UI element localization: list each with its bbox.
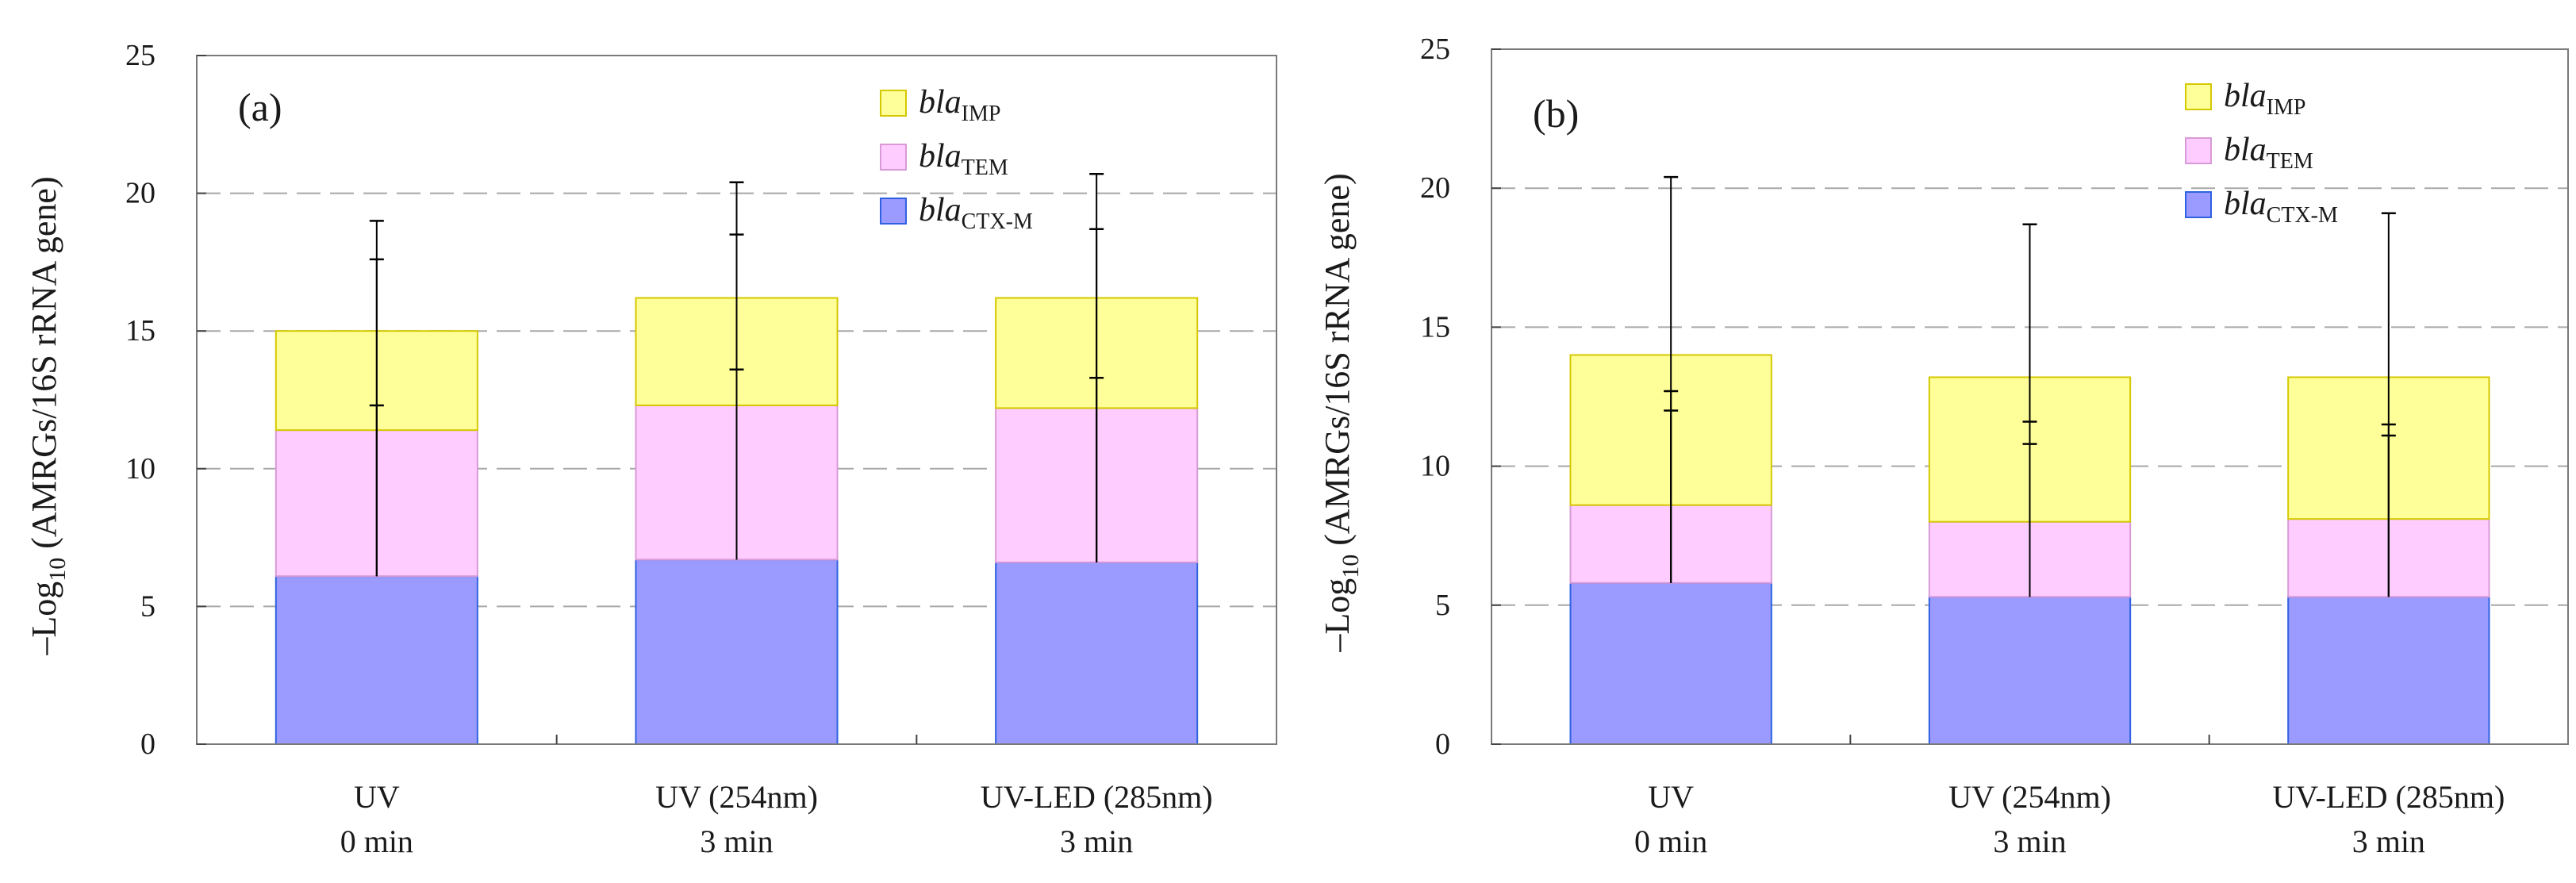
legend-label-tem: blaTEM [919,138,1008,180]
y-tick-label: 10 [125,452,155,486]
y-tick-label: 5 [1435,589,1450,622]
legend-label-imp: blaIMP [919,84,1000,126]
legend-label-ctx-m: blaCTX-M [919,192,1033,234]
x-category-label: UV [1648,779,1694,815]
panel-a: 0 5 10 15 20 25 UV 0 min UV (254nm) 3 min UV-LED (… [25,39,1277,859]
y-tick-label: 15 [1420,310,1450,344]
x-category-label: 3 min [2352,823,2425,859]
bar-ctx-m-2 [1928,596,2132,746]
y-tick-label: 25 [125,39,155,72]
legend-swatch-ctx-m [880,198,907,225]
x-category-label: 3 min [700,823,773,859]
x-category-label: 0 min [340,823,413,859]
bar-ctx-m-3 [995,561,1199,746]
y-tick-label: 0 [140,728,155,761]
bar-ctx-m-1 [1569,582,1772,745]
legend-swatch-imp [880,90,907,117]
x-category-label: UV-LED (285nm) [981,779,1213,815]
legend-swatch-tem [880,144,907,171]
x-category-label: 0 min [1634,823,1707,859]
y-tick-label: 10 [1420,450,1450,483]
legend-swatch-imp [2185,83,2212,110]
bar-ctx-m-2 [635,559,839,745]
y-axis-title: –Log10 (AMRGs/16S rRNA gene) [1318,173,1364,652]
legend-label-imp: blaIMP [2224,78,2305,120]
y-tick-label: 20 [125,177,155,210]
bar-ctx-m-1 [274,575,478,746]
legend-swatch-tem [2185,137,2212,164]
x-category-label: 3 min [1993,823,2066,859]
x-category-label: UV (254nm) [655,779,818,815]
x-category-label: UV-LED (285nm) [2272,779,2505,815]
y-tick-label: 5 [140,589,155,623]
y-tick-label: 25 [1420,33,1450,66]
y-axis-title: –Log10 (AMRGs/16S rRNA gene) [25,176,71,655]
legend-label-tem: blaTEM [2224,132,2313,174]
y-tick-label: 20 [1420,171,1450,205]
panel-b: 0 5 10 15 20 25 UV 0 min UV (254nm) 3 min UV-LED (… [1318,33,2569,859]
panel-label: (b) [1533,91,1579,136]
panel-label: (a) [238,85,282,129]
y-tick-label: 0 [1435,728,1450,761]
y-tick-label: 15 [125,314,155,347]
plot-frame [1491,48,2569,745]
bar-ctx-m-3 [2287,596,2490,746]
legend-label-ctx-m: blaCTX-M [2224,186,2338,228]
x-category-label: 3 min [1060,823,1133,859]
x-category-label: UV (254nm) [1948,779,2111,815]
plot-frame [196,55,1277,745]
x-category-label: UV [354,779,400,815]
legend-swatch-ctx-m [2185,191,2212,218]
